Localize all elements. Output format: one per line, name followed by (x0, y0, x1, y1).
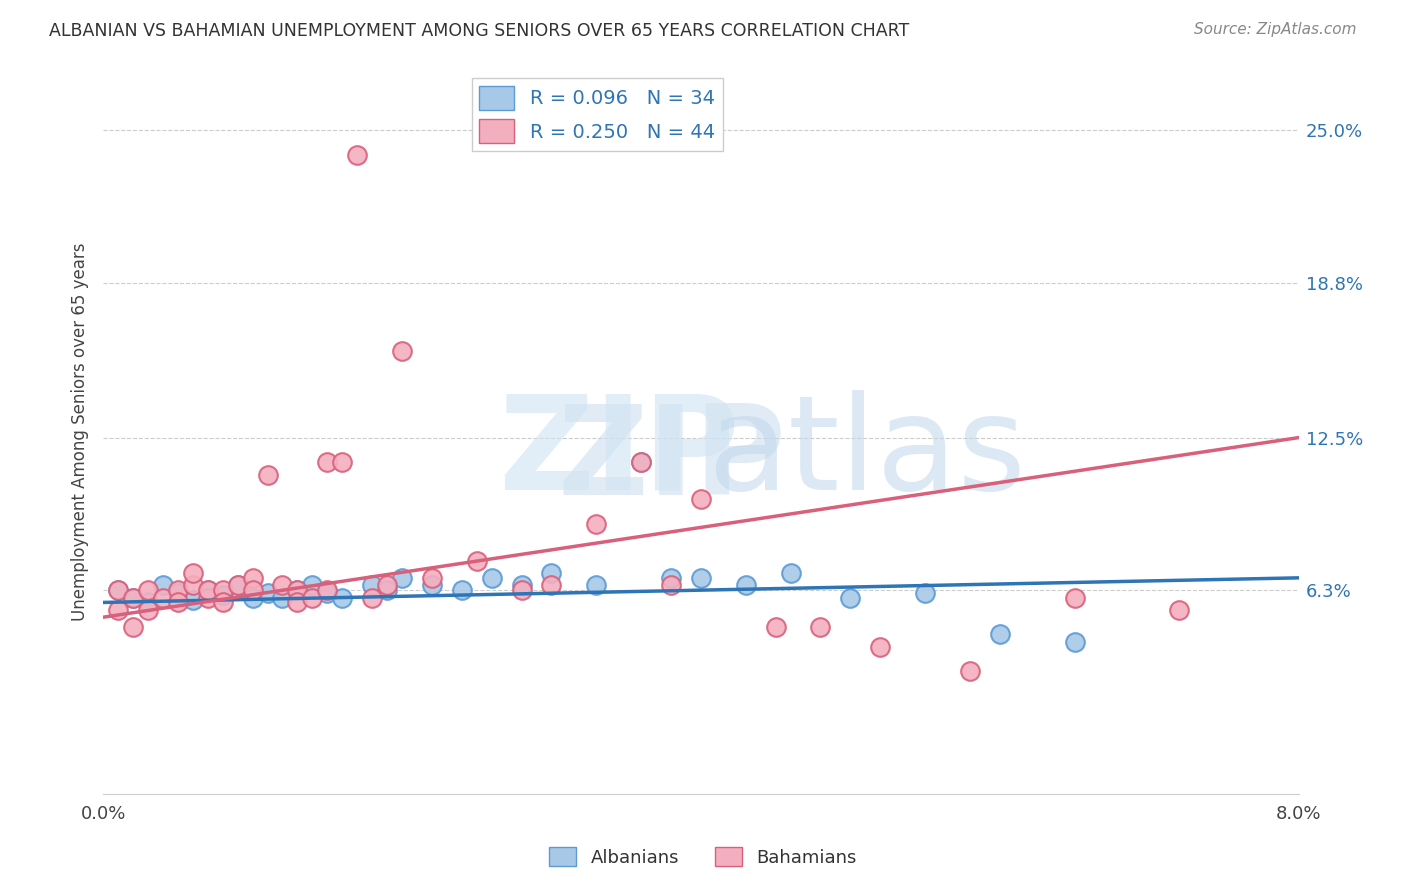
Point (690, 492, 713, 507)
Point (107, 603, 129, 617)
Point (1168, 603, 1191, 617)
Point (122, 591, 145, 605)
Point (271, 578, 294, 592)
Point (197, 591, 219, 605)
Point (166, 585, 188, 599)
Point (391, 571, 413, 585)
Point (211, 588, 233, 602)
Point (242, 591, 264, 605)
Point (839, 591, 862, 605)
Point (765, 620, 787, 634)
Point (301, 591, 323, 605)
Point (211, 583, 233, 598)
Point (420, 578, 443, 592)
Point (181, 578, 204, 592)
Point (122, 620, 145, 634)
Point (510, 578, 533, 592)
Point (914, 585, 936, 599)
Point (166, 583, 188, 598)
Text: ALBANIAN VS BAHAMIAN UNEMPLOYMENT AMONG SENIORS OVER 65 YEARS CORRELATION CHART: ALBANIAN VS BAHAMIAN UNEMPLOYMENT AMONG … (49, 22, 910, 40)
Point (346, 147, 368, 161)
Point (330, 591, 353, 605)
Point (659, 578, 682, 592)
Legend: R = 0.096   N = 34, R = 0.250   N = 44: R = 0.096 N = 34, R = 0.250 N = 44 (471, 78, 723, 151)
Point (540, 578, 562, 592)
Point (316, 583, 339, 598)
Point (181, 566, 204, 580)
Point (107, 583, 129, 598)
Point (1063, 591, 1085, 605)
Point (256, 585, 278, 599)
Point (361, 591, 384, 605)
Point (136, 595, 159, 609)
Point (375, 578, 398, 592)
Point (959, 665, 981, 679)
Text: Source: ZipAtlas.com: Source: ZipAtlas.com (1194, 22, 1357, 37)
Point (391, 344, 413, 359)
Point (287, 595, 309, 609)
Point (810, 620, 832, 634)
Point (420, 571, 443, 585)
Point (242, 583, 264, 598)
Point (226, 578, 249, 592)
Point (287, 583, 309, 598)
Point (659, 571, 682, 585)
Point (585, 578, 607, 592)
Text: ZIPatlas: ZIPatlas (557, 400, 1129, 521)
Y-axis label: Unemployment Among Seniors over 65 years: Unemployment Among Seniors over 65 years (72, 243, 89, 621)
Point (136, 603, 159, 617)
Point (181, 593, 204, 607)
Point (301, 578, 323, 592)
Point (869, 640, 891, 654)
Point (690, 571, 713, 585)
Point (779, 566, 801, 580)
Point (510, 583, 533, 598)
Point (465, 553, 488, 567)
Text: atlas: atlas (707, 390, 1026, 516)
Point (197, 583, 219, 598)
Point (287, 583, 309, 598)
Point (107, 583, 129, 598)
Point (211, 595, 233, 609)
Text: ZIP: ZIP (557, 400, 786, 521)
Point (122, 591, 145, 605)
Point (226, 578, 249, 592)
Point (361, 578, 384, 592)
Point (152, 578, 174, 592)
Point (630, 455, 652, 469)
Point (271, 591, 294, 605)
Point (540, 566, 562, 580)
Legend: Albanians, Bahamians: Albanians, Bahamians (541, 840, 865, 874)
Point (481, 571, 503, 585)
Point (450, 583, 472, 598)
Point (988, 627, 1011, 641)
Point (330, 455, 353, 469)
Point (734, 578, 756, 592)
Point (152, 591, 174, 605)
Point (242, 571, 264, 585)
Point (316, 585, 339, 599)
Point (166, 595, 188, 609)
Point (136, 583, 159, 598)
Text: ZIP: ZIP (498, 390, 740, 516)
Point (1063, 635, 1085, 649)
Point (375, 583, 398, 598)
Point (256, 467, 278, 482)
Point (630, 455, 652, 469)
Point (197, 583, 219, 598)
Point (585, 516, 607, 531)
Point (316, 455, 339, 469)
